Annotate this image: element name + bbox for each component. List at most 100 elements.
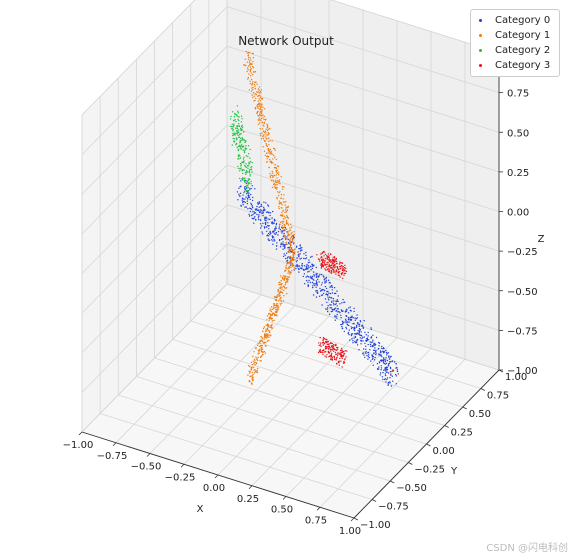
data-point bbox=[247, 186, 250, 189]
z-tick-label: 0.75 bbox=[507, 89, 529, 100]
data-point bbox=[321, 261, 324, 263]
data-point bbox=[269, 234, 271, 236]
data-point bbox=[255, 346, 257, 349]
x-tick-label: −0.25 bbox=[165, 472, 196, 483]
data-point bbox=[259, 122, 261, 124]
data-point bbox=[231, 144, 233, 146]
data-point bbox=[396, 368, 399, 370]
data-point bbox=[350, 310, 352, 312]
data-point bbox=[359, 330, 361, 332]
data-point bbox=[327, 268, 329, 270]
data-point bbox=[308, 276, 310, 278]
data-point bbox=[320, 267, 322, 269]
data-point bbox=[289, 273, 291, 275]
data-point bbox=[348, 334, 350, 336]
data-point bbox=[353, 327, 355, 330]
data-point bbox=[256, 344, 259, 347]
data-point bbox=[254, 216, 256, 218]
data-point bbox=[262, 233, 264, 235]
data-point bbox=[238, 195, 240, 197]
data-point bbox=[283, 234, 286, 236]
data-point bbox=[272, 176, 274, 179]
data-point bbox=[389, 371, 392, 373]
data-point bbox=[262, 327, 265, 330]
data-point bbox=[322, 344, 324, 346]
data-point bbox=[341, 354, 343, 357]
legend-label: Category 2 bbox=[495, 45, 551, 56]
data-point bbox=[269, 316, 272, 319]
data-point bbox=[233, 141, 235, 143]
data-point bbox=[291, 235, 293, 238]
data-point bbox=[345, 308, 348, 310]
data-point bbox=[244, 141, 246, 144]
data-point bbox=[281, 276, 283, 278]
data-point bbox=[375, 353, 377, 356]
data-point bbox=[263, 341, 265, 343]
data-point bbox=[239, 177, 241, 180]
data-point bbox=[387, 364, 389, 366]
data-point bbox=[319, 344, 321, 346]
data-point bbox=[232, 128, 234, 131]
data-point bbox=[238, 116, 240, 118]
data-point bbox=[246, 165, 249, 167]
data-point bbox=[283, 289, 285, 292]
data-point bbox=[303, 253, 305, 255]
data-point bbox=[359, 334, 361, 336]
data-point bbox=[272, 175, 274, 177]
data-point bbox=[308, 270, 310, 273]
data-point bbox=[328, 292, 330, 294]
data-point bbox=[296, 264, 298, 266]
data-point bbox=[256, 359, 259, 362]
data-point bbox=[311, 275, 314, 278]
data-point bbox=[273, 307, 275, 309]
data-point bbox=[256, 213, 258, 216]
data-point bbox=[261, 121, 264, 124]
data-point bbox=[306, 264, 308, 266]
data-point bbox=[351, 333, 354, 335]
data-point bbox=[254, 208, 256, 210]
data-point bbox=[244, 165, 247, 168]
data-point bbox=[334, 316, 336, 318]
data-point bbox=[332, 308, 334, 311]
data-point bbox=[248, 182, 250, 184]
z-tick-label: −0.25 bbox=[507, 247, 538, 258]
data-point bbox=[319, 273, 321, 276]
z-axis-label: Z bbox=[538, 234, 545, 245]
data-point bbox=[339, 312, 341, 314]
data-point bbox=[267, 149, 270, 152]
legend-item-category-2: Category 2 bbox=[479, 45, 550, 56]
data-point bbox=[280, 176, 282, 178]
data-point bbox=[316, 284, 318, 287]
data-point bbox=[333, 270, 335, 272]
data-point bbox=[242, 194, 244, 196]
data-point bbox=[250, 90, 253, 92]
data-point bbox=[267, 152, 269, 154]
data-point bbox=[251, 73, 254, 76]
data-point bbox=[269, 315, 272, 317]
data-point bbox=[383, 369, 385, 371]
data-point bbox=[296, 257, 299, 259]
data-point bbox=[340, 262, 342, 264]
data-point bbox=[282, 285, 284, 287]
data-point bbox=[247, 179, 249, 182]
data-point bbox=[362, 326, 364, 328]
data-point bbox=[290, 260, 292, 262]
data-point bbox=[251, 171, 253, 173]
y-tick-label: 0.75 bbox=[487, 391, 509, 402]
data-point bbox=[249, 207, 251, 209]
data-point bbox=[253, 83, 256, 86]
data-point bbox=[244, 182, 246, 184]
data-point bbox=[330, 354, 333, 356]
data-point bbox=[235, 120, 237, 123]
data-point bbox=[339, 352, 341, 354]
data-point bbox=[328, 348, 330, 350]
data-point bbox=[257, 217, 260, 219]
data-point bbox=[362, 336, 364, 338]
x-tick-mark bbox=[146, 453, 151, 457]
data-point bbox=[265, 216, 267, 218]
data-point bbox=[287, 262, 289, 265]
data-point bbox=[339, 353, 341, 355]
data-point bbox=[237, 148, 239, 150]
data-point bbox=[345, 270, 348, 273]
data-point bbox=[249, 173, 251, 176]
